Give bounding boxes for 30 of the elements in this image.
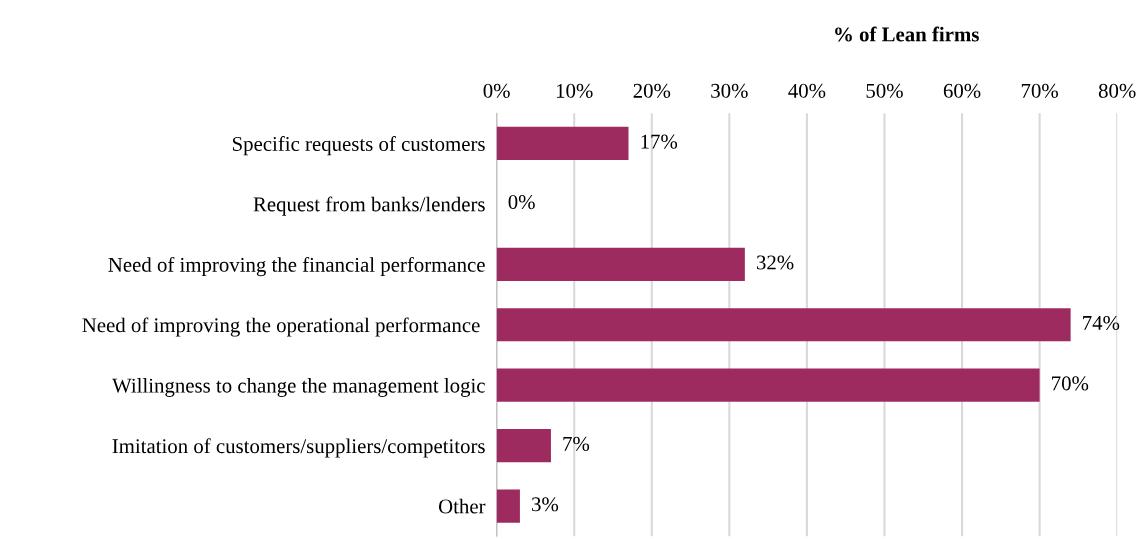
y-tick-label: Willingness to change the management logic — [112, 377, 485, 397]
y-tick-label: Other — [438, 498, 486, 514]
x-tick-label: 10% — [556, 83, 593, 98]
x-tick-label: 70% — [1021, 83, 1058, 98]
data-label: 74% — [1083, 315, 1120, 331]
y-tick-label: Need of improving the operational performance — [82, 317, 480, 337]
y-tick-label: Need of improving the financial performance — [108, 256, 485, 277]
x-tick-label: 50% — [866, 83, 903, 98]
data-label: 0% — [508, 195, 535, 210]
x-tick-label: 60% — [943, 83, 981, 98]
data-label: 7% — [563, 436, 590, 451]
data-label: 17% — [641, 134, 678, 149]
bar — [496, 368, 1040, 402]
y-tick-label: Request from banks/lenders — [253, 196, 485, 216]
data-label: 32% — [756, 255, 794, 270]
bar — [496, 489, 520, 523]
data-label: 3% — [532, 497, 559, 512]
y-tick-label: Specific requests of customers — [232, 136, 485, 156]
y-tick-label: Imitation of customers/suppliers/competitors — [112, 438, 485, 458]
x-tick-label: 40% — [788, 83, 826, 98]
bar — [496, 308, 1071, 342]
x-tick-label: 0% — [483, 83, 510, 98]
bar — [496, 126, 629, 161]
x-axis-title: % of Lean firms — [835, 26, 979, 42]
bar — [496, 247, 745, 281]
bar — [496, 429, 551, 463]
x-tick-label: 30% — [711, 83, 748, 98]
data-label: 70% — [1052, 376, 1089, 391]
x-tick-label: 20% — [633, 83, 671, 98]
x-tick-label: 80% — [1098, 83, 1136, 98]
